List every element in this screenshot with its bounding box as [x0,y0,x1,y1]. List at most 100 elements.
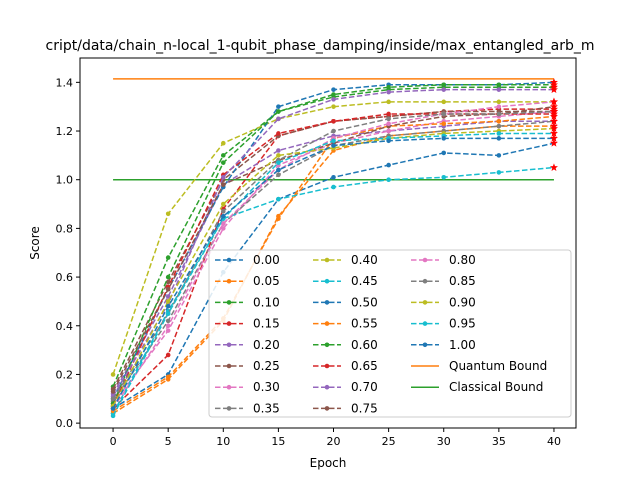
x-tick-label: 20 [327,435,341,448]
data-point [331,174,336,180]
y-axis-ticks: 0.0 0.2 0.4 0.6 0.8 1.0 1.2 1.4 [56,76,80,430]
data-point [165,286,171,292]
legend-entry: 0.15 [215,317,280,331]
axes-frame [79,57,577,429]
data-point [276,116,281,122]
data-point [220,213,226,219]
data-point [331,143,336,148]
data-point [276,104,281,109]
final-point-star [549,102,558,111]
legend-entry: 0.75 [313,401,378,415]
x-tick-label: 10 [216,435,230,448]
legend-label: 0.65 [351,359,378,373]
legend-entry: 0.00 [215,253,280,267]
x-axis-ticks: 0 5 10 15 20 25 30 35 40 [110,428,561,448]
data-point [441,121,447,127]
legend-marker [324,384,330,390]
data-point [165,294,171,299]
series-line [112,110,555,405]
series-line [112,127,554,407]
data-point [331,92,336,97]
legend: 0.00 0.05 0.10 0.15 0.20 0.25 0.30 0.35 0.40 0.45… [208,249,572,418]
data-point [276,148,281,153]
data-point [386,177,391,183]
data-point [110,413,116,419]
legend-label: 0.10 [253,295,280,309]
legend-entry: 0.50 [313,295,378,309]
data-point [110,389,116,394]
data-point [165,318,171,324]
data-point [110,372,116,377]
legend-label: 1.00 [449,338,476,352]
data-point [441,174,447,180]
series-line [112,84,554,404]
data-point [276,109,281,114]
legend-label: 0.50 [351,295,378,309]
data-point [496,170,502,175]
x-tick-label: 15 [271,435,285,448]
legend-label: 0.05 [253,274,280,288]
data-point [165,255,171,260]
data-point [331,128,336,134]
x-tick-label: 40 [547,435,561,448]
legend-marker [226,406,232,411]
series [110,85,558,399]
data-point [496,136,502,141]
legend-label: 0.35 [253,401,280,415]
legend-marker [324,321,330,326]
legend-label: 0.25 [253,359,280,373]
legend-marker [324,300,330,305]
data-point [441,136,447,141]
data-point [220,209,226,214]
legend-entry: 0.65 [313,359,378,373]
series [110,134,558,411]
legend-label: 0.40 [351,253,378,267]
data-point [220,174,226,180]
data-point [496,111,502,117]
data-point [496,99,502,105]
data-point [220,221,226,226]
data-point [441,82,447,88]
data-point [496,104,502,109]
series-line [112,113,554,407]
data-point [165,299,171,304]
y-tick-label: 1.0 [56,174,74,187]
data-point [220,153,226,158]
legend-entry: 0.10 [215,295,280,309]
data-point [110,396,116,402]
legend-label: Classical Bound [449,380,543,394]
data-point [496,118,502,124]
data-point [276,172,281,178]
legend-entry: 0.95 [411,317,476,331]
data-point [220,201,226,207]
legend-marker [226,257,232,263]
data-point [276,167,281,173]
y-tick-label: 1.4 [56,76,74,89]
data-point [386,84,391,90]
legend-label: 0.15 [253,317,280,331]
legend-label: 0.45 [351,274,378,288]
data-point [331,118,336,124]
y-tick-label: 0.8 [56,222,74,235]
legend-entry: 0.05 [215,274,280,288]
data-point [165,323,171,329]
final-point-star [549,107,558,115]
legend-box [208,249,572,418]
legend-label: 0.70 [351,380,378,394]
x-tick-label: 0 [110,435,117,448]
series [110,139,558,411]
x-tick-label: 5 [165,435,172,448]
legend-label: 0.00 [253,253,280,267]
data-point [496,153,502,158]
data-point [165,274,171,280]
legend-entry: 0.60 [313,338,378,352]
legend-label: 0.95 [449,317,476,331]
x-tick-label: 25 [382,435,396,448]
final-point-star [549,134,558,142]
data-point [331,104,336,109]
data-point [276,153,281,158]
legend-marker [226,384,232,390]
data-point [276,196,281,202]
data-point [220,182,226,187]
